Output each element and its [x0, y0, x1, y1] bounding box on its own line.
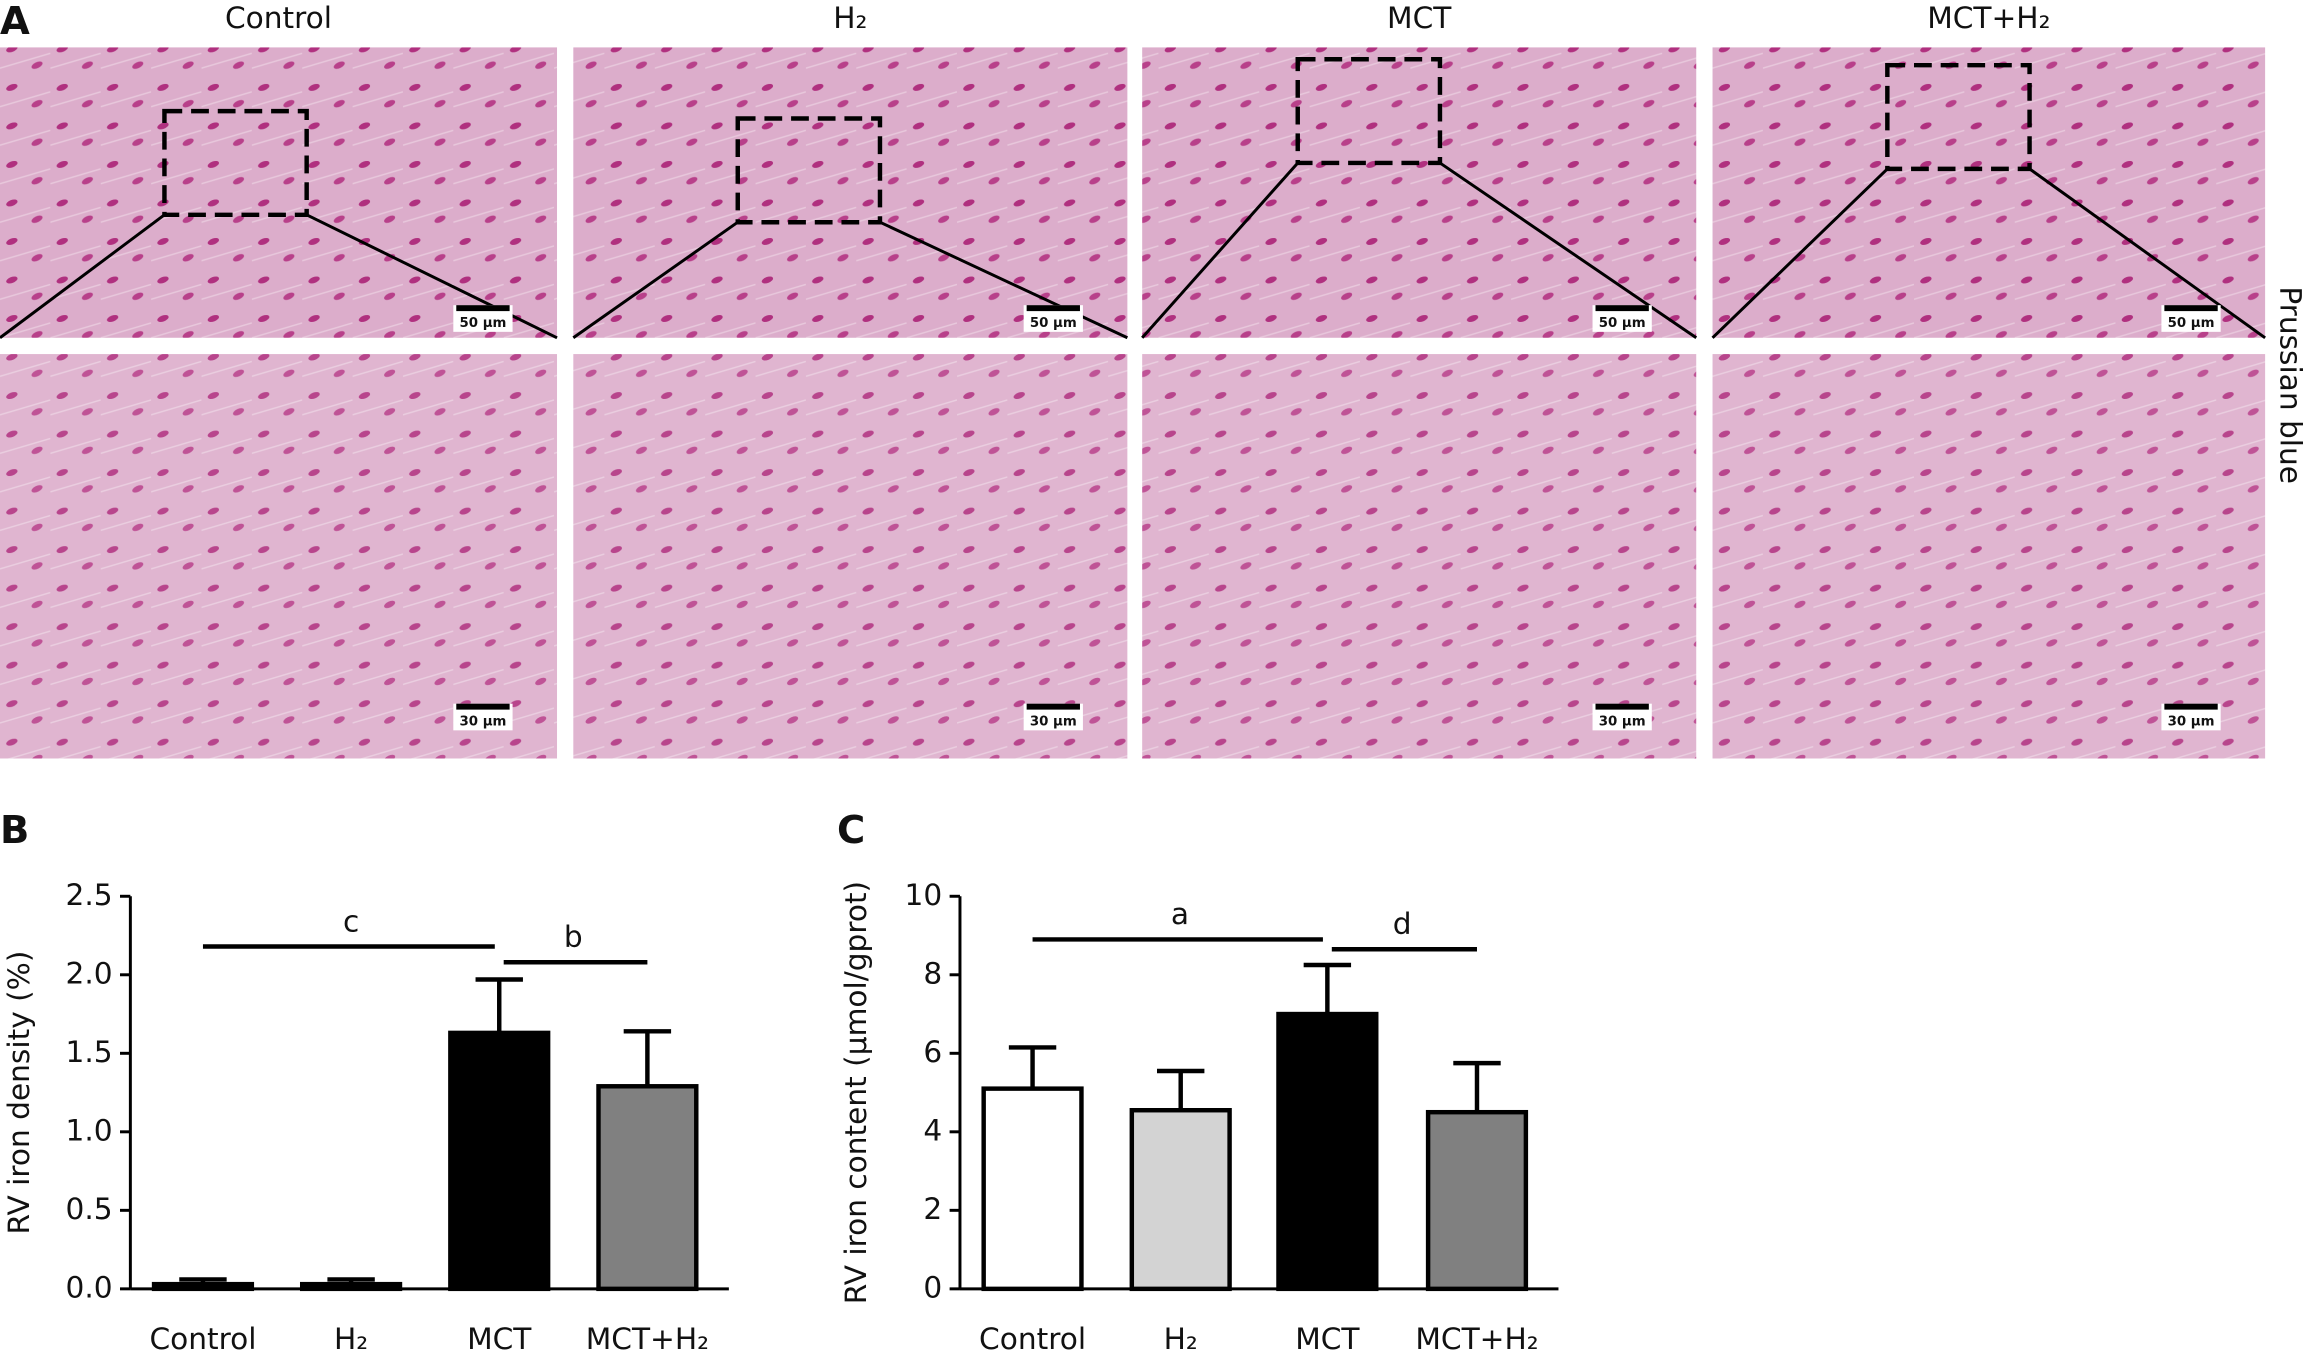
y-tick-label: 4	[923, 1113, 942, 1147]
scale-bar	[456, 305, 510, 312]
zoom-line	[1439, 161, 1698, 339]
significance-label: b	[564, 920, 583, 954]
scale-bar-label: 50 μm	[1599, 316, 1646, 331]
zoom-box	[1295, 57, 1443, 166]
y-tick-label: 10	[905, 878, 943, 912]
micrograph	[1142, 354, 1697, 759]
bar	[151, 1281, 255, 1292]
zoom-box	[735, 116, 883, 225]
zoom-line	[2028, 167, 2266, 339]
y-axis-label: RV iron content (μmol/gprot)	[839, 881, 873, 1304]
scale-bar	[1026, 305, 1080, 312]
y-tick-label: 2.0	[65, 956, 112, 990]
significance-label: d	[1393, 907, 1412, 941]
zoom-box	[1885, 62, 2032, 172]
micrograph	[1712, 354, 2266, 759]
column-label: MCT	[1387, 1, 1452, 35]
y-tick-label: 2.5	[65, 878, 112, 912]
panel-label: C	[837, 808, 865, 853]
y-axis-label: RV iron density (%)	[2, 951, 36, 1235]
x-tick-label: H₂	[334, 1322, 368, 1356]
zoom-line	[306, 213, 558, 340]
y-tick-label: 0.5	[65, 1192, 112, 1226]
y-tick-label: 8	[923, 956, 942, 990]
bar	[596, 1084, 699, 1292]
significance-label: c	[343, 904, 359, 938]
scale-bar	[2164, 305, 2218, 312]
micrograph	[1712, 47, 2266, 338]
y-tick-label: 0.0	[65, 1270, 112, 1304]
x-tick-label: MCT+H₂	[586, 1322, 709, 1356]
scale-bar-label: 50 μm	[2168, 316, 2215, 331]
scale-bar	[456, 703, 510, 710]
scale-bar-label: 30 μm	[460, 714, 507, 729]
micrograph	[1142, 47, 1697, 338]
y-tick-label: 1.0	[65, 1113, 112, 1147]
column-label: MCT+H₂	[1927, 1, 2050, 35]
micrograph	[0, 47, 558, 338]
column-label: H₂	[833, 1, 867, 35]
zoom-box	[162, 108, 309, 218]
micrograph	[573, 47, 1128, 338]
zoom-line	[572, 221, 739, 339]
bar	[448, 1030, 551, 1292]
zoom-line	[1711, 167, 1889, 339]
column-label: Control	[225, 1, 332, 35]
micrograph	[573, 354, 1128, 759]
zoom-line	[0, 213, 166, 339]
scale-bar	[1026, 703, 1080, 710]
x-tick-label: H₂	[1164, 1322, 1198, 1356]
x-tick-label: Control	[149, 1322, 256, 1356]
bar	[299, 1281, 403, 1292]
y-tick-label: 2	[923, 1192, 942, 1226]
x-tick-label: Control	[979, 1322, 1086, 1356]
y-tick-label: 6	[923, 1035, 942, 1069]
bar	[981, 1086, 1084, 1292]
micrograph	[0, 354, 558, 759]
bar	[1129, 1108, 1232, 1292]
scale-bar-label: 30 μm	[2168, 714, 2215, 729]
scale-bar	[1595, 703, 1649, 710]
significance-label: a	[1171, 897, 1189, 931]
y-tick-label: 1.5	[65, 1035, 112, 1069]
y-tick-label: 0	[923, 1270, 942, 1304]
scale-bar	[2164, 703, 2218, 710]
bar	[1425, 1109, 1529, 1292]
bar	[1276, 1011, 1379, 1292]
scale-bar-label: 50 μm	[1030, 316, 1077, 331]
zoom-line	[1141, 161, 1299, 339]
panel-label: A	[0, 0, 30, 44]
scale-bar-label: 50 μm	[460, 316, 507, 331]
x-tick-label: MCT	[467, 1322, 532, 1356]
panel-label: B	[0, 808, 29, 853]
x-tick-label: MCT+H₂	[1415, 1322, 1538, 1356]
scale-bar-label: 30 μm	[1030, 714, 1077, 729]
x-tick-label: MCT	[1295, 1322, 1360, 1356]
scale-bar-label: 30 μm	[1599, 714, 1646, 729]
scale-bar	[1595, 305, 1649, 312]
zoom-line	[879, 220, 1128, 340]
row-label: Prussian blue	[2273, 286, 2307, 484]
